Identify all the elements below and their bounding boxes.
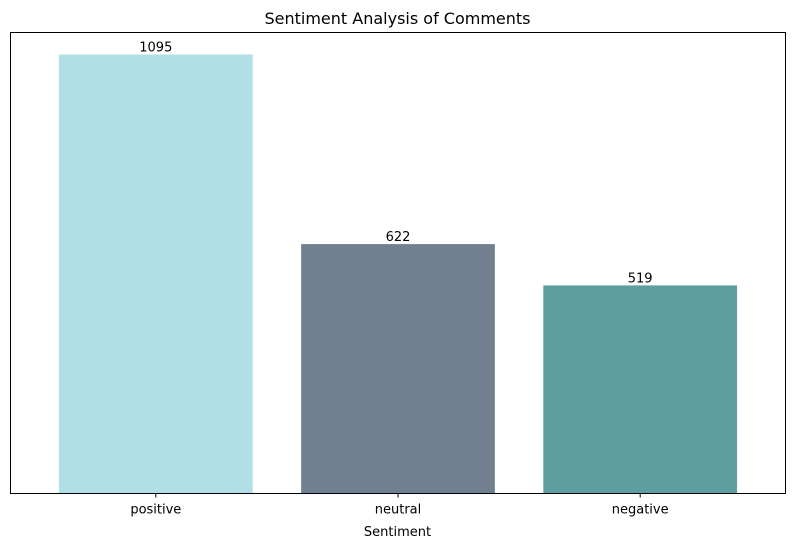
plot-frame <box>10 32 786 494</box>
x-tick-label-neutral: neutral <box>375 503 422 518</box>
bar-positive <box>58 54 253 494</box>
value-label-positive: 1095 <box>139 40 172 55</box>
value-label-neutral: 622 <box>386 230 411 245</box>
chart-title: Sentiment Analysis of Comments <box>264 9 530 28</box>
bar-negative <box>543 285 738 494</box>
value-labels-group: 1095 622 519 <box>139 40 652 286</box>
x-tick-label-negative: negative <box>612 503 669 518</box>
x-tick-label-positive: positive <box>130 503 181 518</box>
value-label-negative: 519 <box>628 271 653 286</box>
bar-neutral <box>301 244 495 494</box>
x-ticks-group: positive neutral negative <box>130 493 669 518</box>
x-axis-label: Sentiment <box>364 525 431 540</box>
bars-group <box>58 54 738 494</box>
